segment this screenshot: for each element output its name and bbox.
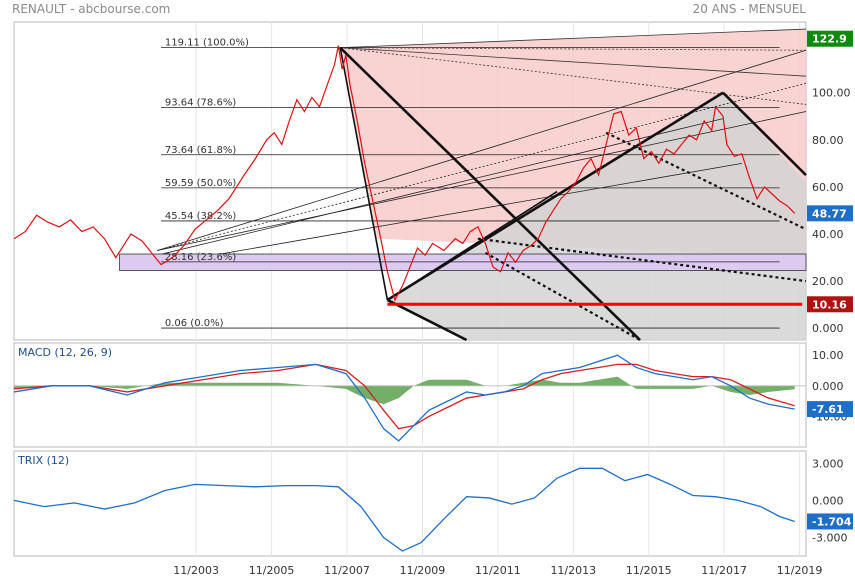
last-value-badge-label: -7.61 (812, 403, 844, 416)
channel-dotted-line (477, 237, 807, 283)
macd-line (13, 354, 795, 442)
chart-title: RENAULT - abcbourse.com (12, 2, 170, 16)
fib-level-label: 45.54 (38.2%) (165, 211, 236, 222)
x-tick-label: 11/2015 (626, 564, 672, 577)
y-tick-label: -3.000 (812, 531, 847, 544)
trix-panel: TRIX (12) 3.000 0.000 -3.000 -1.704 (13, 450, 853, 557)
x-tick-label: 11/2019 (777, 564, 823, 577)
fan-ray (145, 162, 742, 268)
y-tick-label: 3.000 (812, 457, 844, 470)
channel-line (339, 46, 641, 341)
x-tick-label: 11/2009 (400, 564, 446, 577)
fib-level-label: 93.64 (78.6%) (165, 98, 236, 109)
price-y-axis: 0.000 20.00 40.00 60.00 80.00 100.00 122.9 48.7… (807, 30, 853, 335)
y-tick-label: 100.00 (812, 87, 851, 100)
x-tick-label: 11/2007 (324, 564, 370, 577)
chart-period: 20 ANS - MENSUEL (693, 2, 807, 16)
last-value-badge-label: 10.16 (812, 298, 847, 311)
y-tick-label: 0.000 (812, 322, 844, 335)
x-tick-label: 11/2017 (701, 564, 747, 577)
time-x-axis: 11/2003 11/2005 11/2007 11/2009 11/2011 11/20… (173, 564, 822, 577)
y-tick-label: 60.00 (812, 181, 844, 194)
y-tick-label: 40.00 (812, 228, 844, 241)
last-value-badge (807, 296, 853, 313)
fan-ray (340, 28, 807, 49)
last-value-badge-label: -1.704 (812, 515, 852, 528)
last-value-badge (807, 513, 853, 530)
channel-line (386, 298, 468, 342)
macd-y-axis: 10.000.000-10.00-7.61 (807, 349, 853, 423)
x-tick-label: 11/2003 (173, 564, 219, 577)
fan-ray (157, 111, 807, 251)
macd-histogram (14, 376, 795, 405)
last-value-badge (807, 401, 853, 418)
macd-panel: MACD (12, 26, 9) 10.000.000-10.00-7.61 (13, 342, 853, 448)
last-value-badge-label: 122.9 (812, 33, 847, 46)
y-tick-label: 0.000 (812, 494, 844, 507)
x-tick-label: 11/2013 (550, 564, 596, 577)
last-value-badge (807, 205, 853, 222)
price-series-line (13, 45, 796, 302)
macd-signal-line (13, 363, 795, 430)
last-value-badge (807, 30, 853, 47)
fan-ray (157, 49, 807, 251)
trend-channels (339, 46, 807, 342)
trix-label: TRIX (12) (17, 454, 69, 467)
fan-ray (340, 47, 807, 77)
macd-label: MACD (12, 26, 9) (18, 346, 112, 359)
channel-line (386, 190, 558, 301)
channel-line (722, 91, 807, 177)
x-tick-label: 11/2005 (249, 564, 295, 577)
x-tick-label: 11/2011 (475, 564, 521, 577)
fan-ray (340, 47, 807, 51)
y-tick-label: 80.00 (812, 134, 844, 147)
trix-y-axis: 3.000 0.000 -3.000 -1.704 (807, 457, 853, 544)
fib-level-label: 28.16 (23.6%) (165, 252, 236, 263)
trix-panel-frame (13, 450, 807, 557)
y-tick-label: 20.00 (812, 275, 844, 288)
y-tick-label: 10.00 (812, 349, 844, 362)
channel-line (339, 47, 389, 301)
trix-line (13, 467, 795, 552)
channel-line (386, 91, 724, 302)
fib-level-label: 0.06 (0.0%) (165, 318, 224, 329)
y-tick-label: 0.000 (812, 380, 844, 393)
fib-level-label: 119.11 (100.0%) (165, 38, 249, 49)
fib-level-label: 59.59 (50.0%) (165, 178, 236, 189)
channel-dotted-line (605, 131, 807, 231)
price-panel: 119.11 (100.0%) 93.64 (78.6%) 73.64 (61.8%… (13, 21, 853, 342)
fan-ray (157, 118, 724, 256)
macd-panel-frame (13, 342, 807, 448)
last-value-badge-label: 48.77 (812, 207, 847, 220)
fib-level-label: 73.64 (61.8%) (165, 145, 236, 156)
